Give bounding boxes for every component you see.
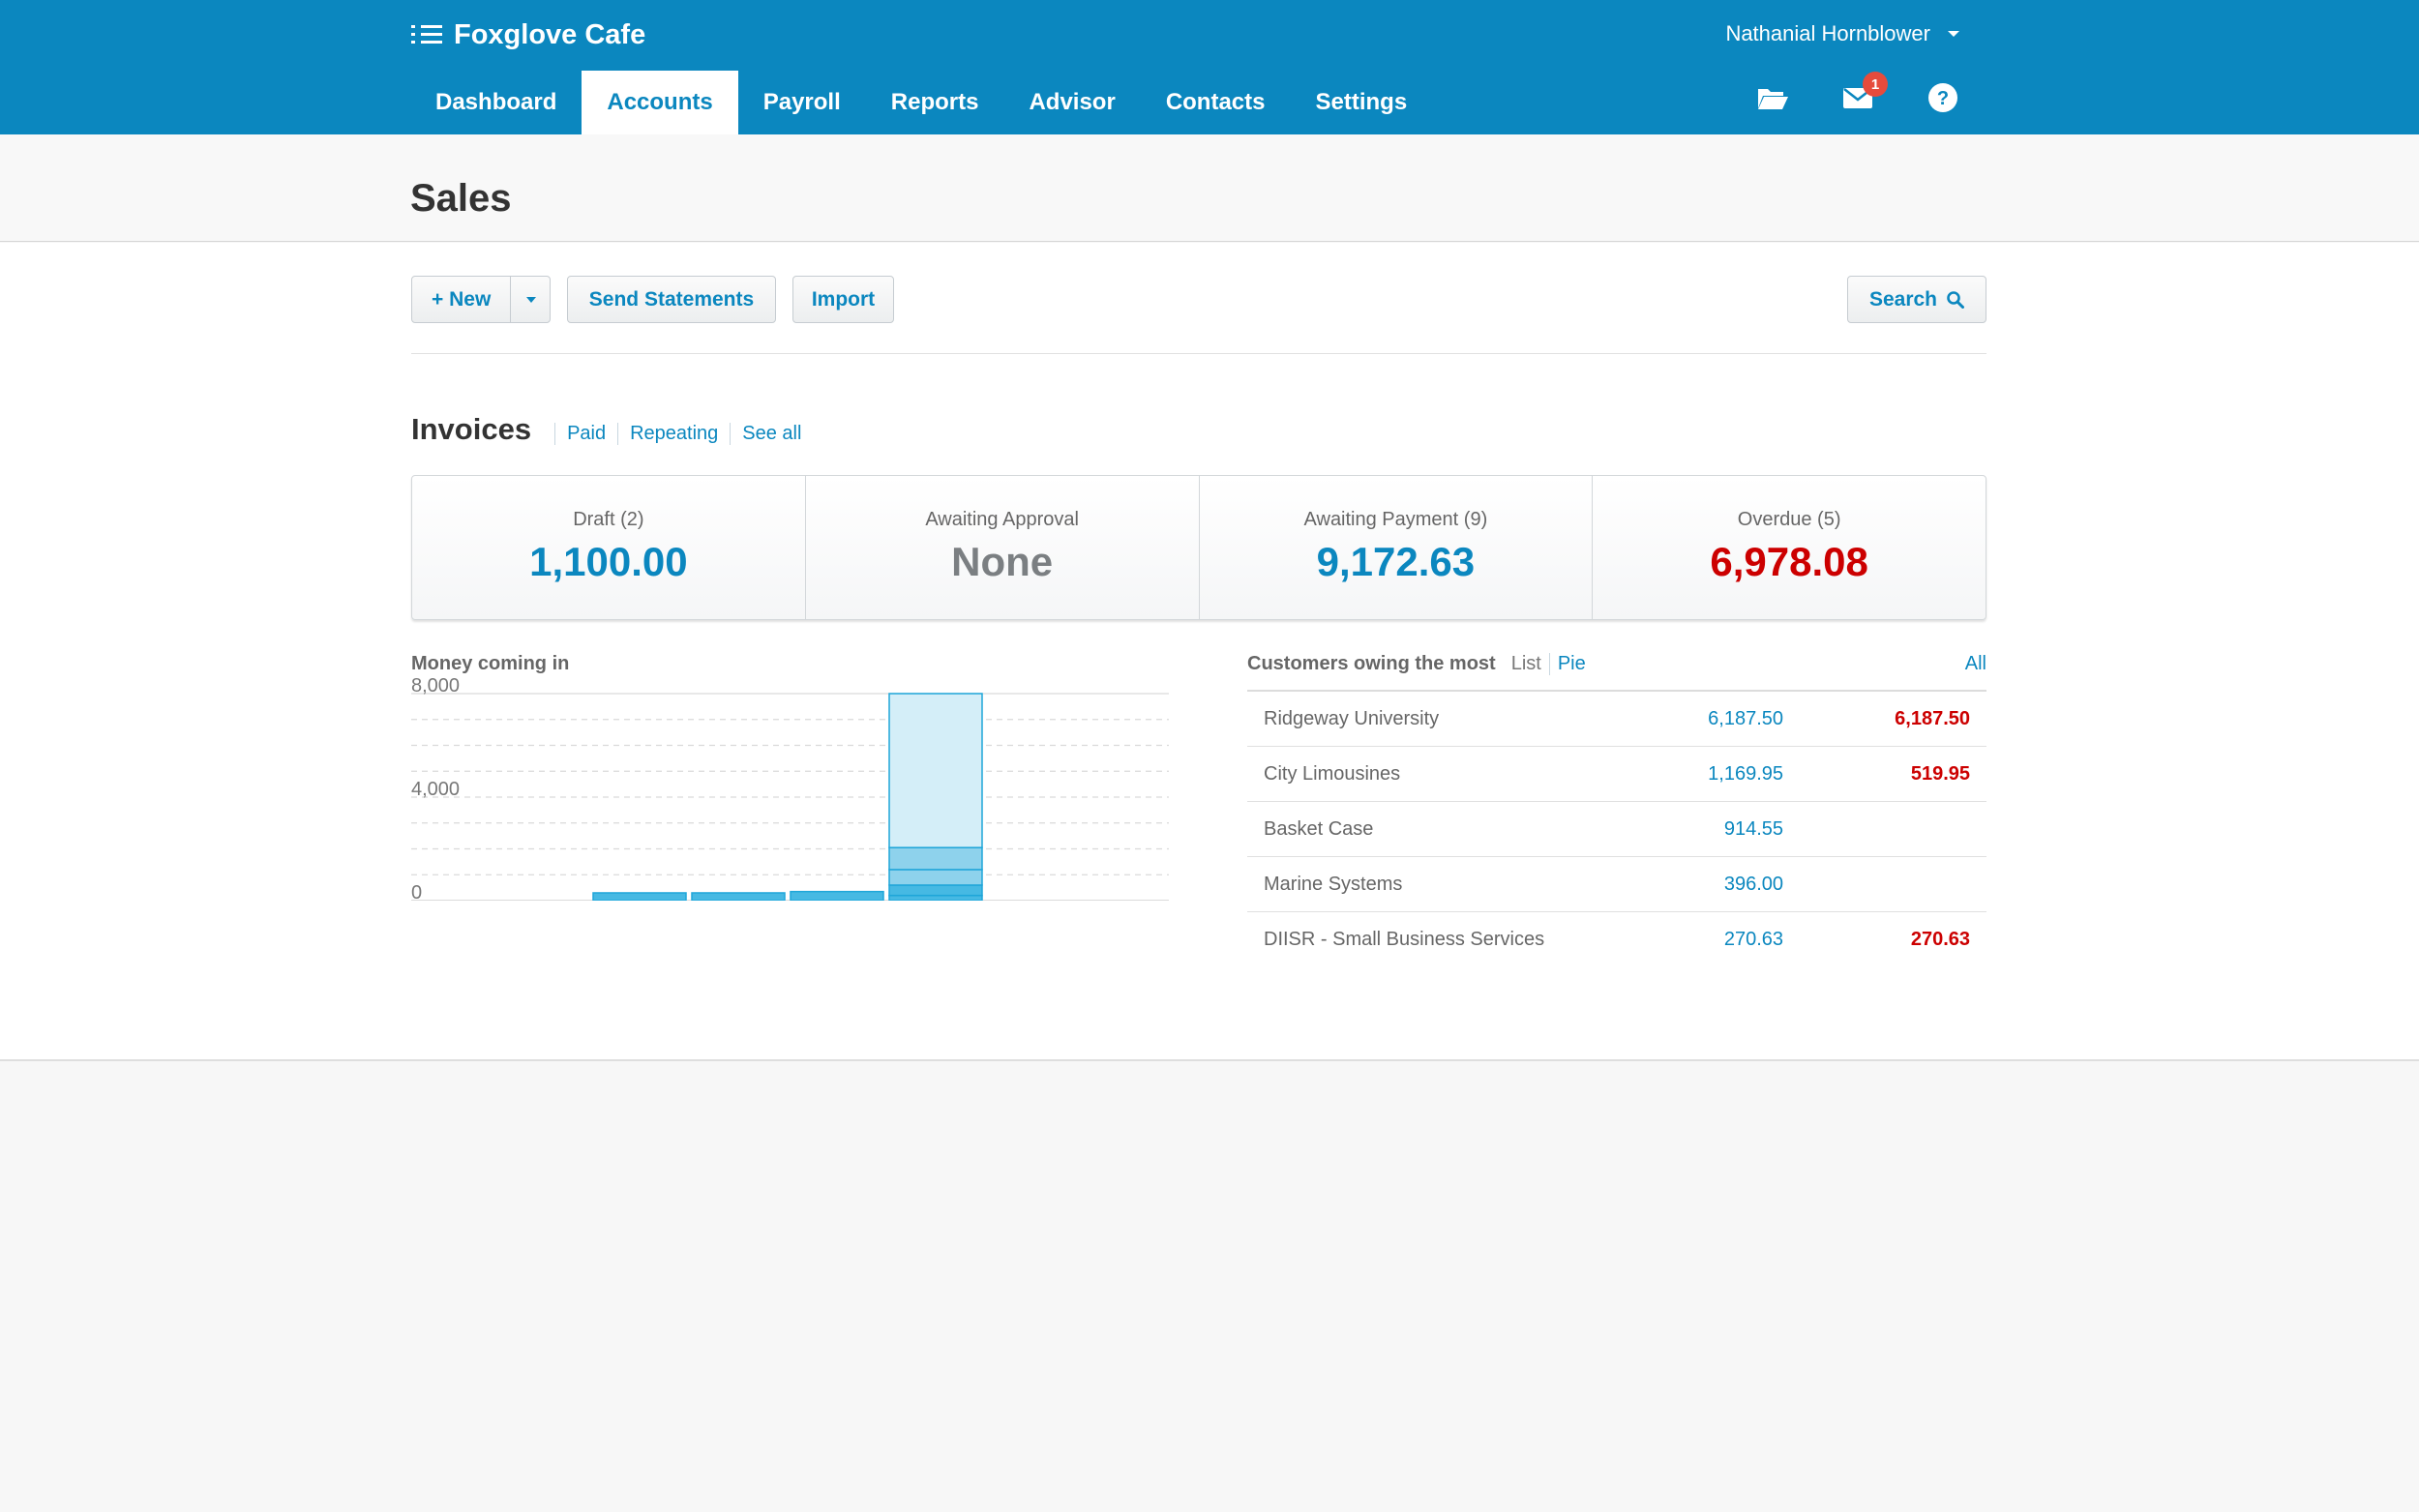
tab-label: Payroll — [762, 89, 841, 115]
bar — [691, 892, 786, 901]
new-button-label: + New — [432, 287, 492, 311]
summary-value: None — [951, 539, 1054, 584]
top-bar: Foxglove Cafe Nathanial Hornblower Dashb… — [0, 0, 2419, 134]
customer-name[interactable]: Ridgeway University — [1264, 707, 1440, 729]
bar-segment — [888, 869, 983, 886]
new-button[interactable]: + New — [411, 276, 551, 323]
customer-total: 914.55 — [1723, 817, 1783, 840]
customer-overdue: 270.63 — [1910, 929, 1970, 950]
table-row[interactable]: Marine Systems 396.00 — [1247, 857, 1986, 912]
customer-overdue: 6,187.50 — [1895, 707, 1970, 729]
organisation-switcher[interactable]: Foxglove Cafe — [411, 15, 645, 54]
send-statements-label: Send Statements — [588, 287, 755, 311]
customer-name[interactable]: DIISR - Small Business Services — [1264, 929, 1545, 950]
customers-table: Ridgeway University 6,187.50 6,187.50 Ci… — [1247, 690, 1986, 967]
customer-name[interactable]: Basket Case — [1264, 817, 1374, 840]
tab-label: Advisor — [1029, 89, 1116, 115]
tab-dashboard[interactable]: Dashboard — [410, 71, 582, 134]
search-button[interactable]: Search — [1847, 276, 1986, 323]
summary-label: Awaiting Payment (9) — [1303, 509, 1488, 530]
all-customers-link[interactable]: All — [1964, 653, 1986, 674]
bar-segment — [888, 846, 983, 871]
import-button[interactable]: Import — [792, 276, 894, 323]
table-row[interactable]: DIISR - Small Business Services 270.63 2… — [1247, 912, 1986, 967]
main-nav: Dashboard Accounts Payroll Reports Advis… — [410, 71, 1432, 134]
table-row[interactable]: Basket Case 914.55 — [1247, 802, 1986, 857]
tab-label: Accounts — [607, 89, 713, 115]
send-statements-button[interactable]: Send Statements — [567, 276, 776, 323]
tab-accounts[interactable]: Accounts — [582, 71, 738, 134]
invoices-heading: Invoices Paid Repeating See all — [411, 412, 813, 447]
user-name: Nathanial Hornblower — [1725, 21, 1930, 45]
customer-total: 270.63 — [1723, 929, 1783, 950]
bar — [592, 892, 687, 901]
customer-name[interactable]: Marine Systems — [1264, 873, 1403, 895]
folder-icon[interactable] — [1756, 81, 1789, 114]
help-icon[interactable]: ? — [1926, 81, 1959, 114]
mail-icon[interactable]: 1 — [1841, 72, 1888, 114]
organisation-name: Foxglove Cafe — [454, 18, 646, 50]
pie-view-toggle[interactable]: Pie — [1548, 653, 1594, 675]
summary-value: 1,100.00 — [529, 539, 688, 584]
header-icons: 1 ? — [1756, 72, 1959, 114]
paid-link[interactable]: Paid — [554, 423, 617, 445]
customer-total: 6,187.50 — [1708, 707, 1783, 729]
chevron-down-icon — [1948, 31, 1959, 37]
customer-overdue: 519.95 — [1910, 762, 1970, 785]
page-title: Sales — [410, 177, 512, 220]
tab-reports[interactable]: Reports — [866, 71, 1004, 134]
list-view-toggle[interactable]: List — [1510, 653, 1541, 674]
title-strip: Sales — [0, 134, 2419, 242]
chart-title: Money coming in — [411, 653, 570, 674]
tab-label: Reports — [890, 89, 979, 115]
import-label: Import — [811, 287, 876, 311]
bar-segment — [888, 884, 983, 897]
y-tick-label: 8,000 — [411, 676, 460, 697]
split-divider — [510, 277, 511, 322]
summary-awaiting-payment[interactable]: Awaiting Payment (9) 9,172.63 — [1198, 476, 1593, 619]
customers-title: Customers owing the most — [1247, 653, 1496, 674]
see-all-link[interactable]: See all — [730, 423, 813, 445]
summary-draft[interactable]: Draft (2) 1,100.00 — [412, 476, 805, 619]
tab-payroll[interactable]: Payroll — [738, 71, 866, 134]
summary-value: 9,172.63 — [1316, 539, 1476, 584]
main-content: + New Send Statements Import Search Invo… — [0, 243, 2419, 1061]
user-menu[interactable]: Nathanial Hornblower — [1725, 21, 1959, 46]
unread-badge: 1 — [1863, 72, 1888, 97]
tab-label: Settings — [1315, 89, 1408, 115]
y-tick-label: 0 — [411, 882, 422, 901]
table-row[interactable]: Ridgeway University 6,187.50 6,187.50 — [1247, 692, 1986, 747]
tab-settings[interactable]: Settings — [1291, 71, 1433, 134]
table-row[interactable]: City Limousines 1,169.95 519.95 — [1247, 747, 1986, 802]
search-icon — [1947, 290, 1965, 309]
caret-down-icon[interactable] — [525, 296, 537, 304]
summary-label: Awaiting Approval — [925, 509, 1079, 530]
summary-awaiting-approval[interactable]: Awaiting Approval None — [804, 476, 1199, 619]
summary-label: Draft (2) — [573, 509, 644, 530]
customer-total: 1,169.95 — [1708, 762, 1783, 785]
y-tick-label: 4,000 — [411, 779, 460, 800]
summary-label: Overdue (5) — [1737, 509, 1841, 530]
customers-heading: Customers owing the most List Pie All — [1247, 653, 1986, 675]
invoices-title: Invoices — [411, 412, 532, 446]
summary-overdue[interactable]: Overdue (5) 6,978.08 — [1592, 476, 1986, 619]
invoice-summary: Draft (2) 1,100.00 Awaiting Approval Non… — [411, 475, 1986, 620]
tab-advisor[interactable]: Advisor — [1003, 71, 1140, 134]
tab-contacts[interactable]: Contacts — [1141, 71, 1291, 134]
summary-value: 6,978.08 — [1710, 539, 1868, 584]
search-label: Search — [1868, 287, 1938, 311]
bar-segment — [888, 894, 983, 901]
customer-name[interactable]: City Limousines — [1264, 762, 1401, 785]
customer-total: 396.00 — [1723, 873, 1783, 895]
bar-segment — [888, 693, 983, 848]
bar — [790, 890, 884, 901]
tab-label: Dashboard — [435, 89, 557, 115]
menu-list-icon — [411, 23, 442, 46]
divider — [411, 353, 1986, 354]
tab-label: Contacts — [1165, 89, 1266, 115]
repeating-link[interactable]: Repeating — [617, 423, 730, 445]
svg-text:?: ? — [1937, 88, 1949, 109]
